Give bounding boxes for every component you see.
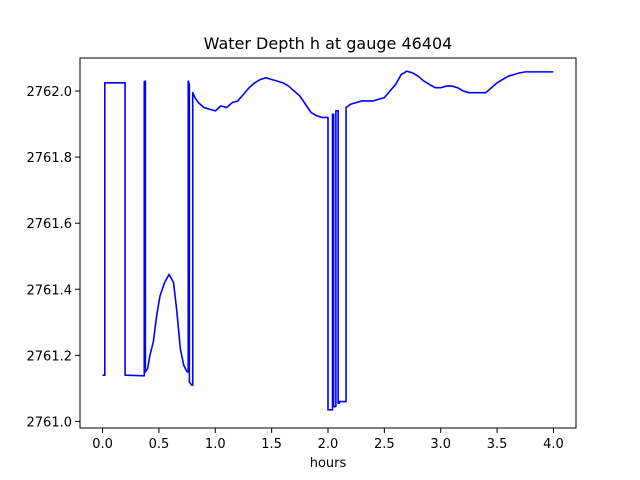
y-tick-label: 2761.6 <box>27 217 73 232</box>
x-tick-label: 0.0 <box>92 437 113 452</box>
series-layer <box>102 70 554 411</box>
x-tick-label: 2.0 <box>318 437 339 452</box>
y-tick-label: 2761.8 <box>27 151 73 166</box>
x-axis-title: hours <box>310 456 347 471</box>
y-axis: 2761.0 2761.2 2761.4 2761.6 2761.8 2762.0 <box>27 85 80 430</box>
x-tick-label: 1.0 <box>205 437 226 452</box>
y-tick-label: 2761.4 <box>27 283 73 298</box>
y-tick-label: 2762.0 <box>27 85 73 100</box>
chart-title: Water Depth h at gauge 46404 <box>204 34 453 53</box>
x-tick-label: 0.5 <box>149 437 170 452</box>
x-tick-label: 4.0 <box>543 437 564 452</box>
x-tick-label: 3.0 <box>430 437 451 452</box>
x-tick-label: 1.5 <box>261 437 282 452</box>
y-tick-label: 2761.0 <box>27 415 73 430</box>
x-axis: 0.0 0.5 1.0 1.5 2.0 2.5 3.0 3.5 4.0 <box>92 428 564 452</box>
x-tick-label: 3.5 <box>487 437 508 452</box>
x-tick-label: 2.5 <box>374 437 395 452</box>
series-line-0 <box>102 70 554 411</box>
y-tick-label: 2761.2 <box>27 349 73 364</box>
